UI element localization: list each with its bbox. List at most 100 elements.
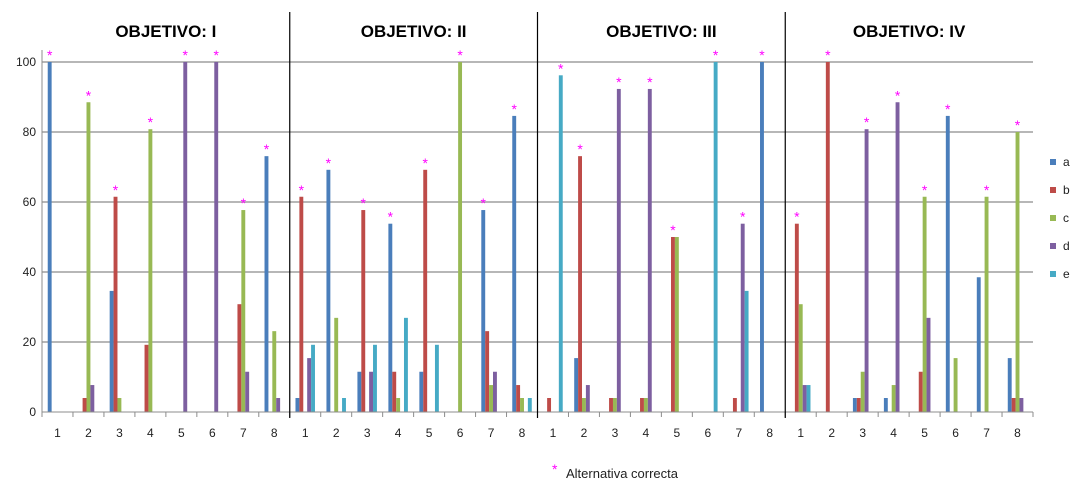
bar-a (419, 371, 424, 412)
footnote-star: * (552, 461, 558, 477)
bar-b (299, 196, 304, 412)
bar-b (918, 371, 923, 412)
correct-marker: * (984, 182, 990, 198)
panel-title: OBJETIVO: I (115, 22, 216, 41)
correct-marker: * (577, 141, 583, 157)
x-tick-label: 8 (1014, 426, 1021, 440)
bar-b (1011, 398, 1016, 412)
legend-swatch-b (1050, 187, 1056, 193)
bar-a (976, 277, 981, 412)
y-tick-label: 80 (23, 125, 37, 139)
bar-c (984, 196, 989, 412)
bar-a (326, 169, 331, 412)
bar-c (117, 398, 122, 412)
bar-a (574, 358, 579, 412)
bar-c (953, 358, 958, 412)
bar-d (493, 371, 497, 412)
x-tick-label: 1 (54, 426, 61, 440)
correct-marker: * (388, 209, 394, 225)
footnote-text: Alternativa correcta (566, 466, 679, 481)
bar-c (643, 398, 648, 412)
bar-e (527, 398, 532, 412)
bar-b (516, 385, 521, 412)
x-tick-label: 4 (147, 426, 154, 440)
x-tick-label: 5 (178, 426, 185, 440)
x-tick-label: 3 (859, 426, 866, 440)
correct-marker: * (264, 141, 270, 157)
bar-e (713, 62, 718, 412)
bar-d (369, 371, 374, 412)
correct-marker: * (86, 87, 92, 103)
bar-b (361, 210, 366, 412)
x-tick-label: 7 (488, 426, 495, 440)
legend-swatch-d (1050, 243, 1056, 249)
bar-e (744, 290, 749, 412)
x-tick-label: 2 (828, 426, 835, 440)
x-tick-label: 4 (890, 426, 897, 440)
bar-b (144, 344, 149, 412)
bar-d (183, 62, 188, 412)
x-tick-label: 7 (240, 426, 247, 440)
x-tick-label: 3 (364, 426, 371, 440)
correct-marker: * (361, 195, 367, 211)
legend-label-a: a (1063, 155, 1070, 169)
bar-c (582, 398, 586, 412)
correct-marker: * (647, 74, 653, 90)
correct-marker: * (326, 155, 332, 171)
correct-marker: * (895, 87, 901, 103)
y-tick-label: 40 (23, 265, 37, 279)
legend-swatch-e (1050, 271, 1056, 277)
bar-a (264, 156, 269, 412)
bar-d (895, 102, 900, 412)
x-tick-label: 2 (581, 426, 588, 440)
bar-c (458, 62, 463, 412)
bar-c (396, 398, 401, 412)
bar-b (392, 371, 397, 412)
correct-answer-markers: * * * * * * * * * * * * * * * * * * * * * * * * * * * * * * * * (47, 47, 1021, 238)
bar-b (825, 62, 830, 412)
correct-marker: * (148, 114, 154, 130)
bar-a (945, 115, 950, 413)
x-tick-label: 1 (550, 426, 557, 440)
correct-marker: * (241, 195, 247, 211)
correct-marker: * (47, 47, 53, 63)
x-tick-label: 8 (519, 426, 526, 440)
x-tick-label: 6 (209, 426, 216, 440)
bar-a (1007, 358, 1012, 412)
bar-e (342, 398, 346, 412)
bar-b (671, 237, 675, 412)
legend-label-b: b (1063, 183, 1070, 197)
bar-d (1019, 398, 1024, 412)
bar-c (674, 237, 679, 412)
x-tick-label: 6 (704, 426, 711, 440)
bar-a (357, 371, 362, 412)
bar-a (760, 62, 764, 412)
x-tick-label: 7 (983, 426, 990, 440)
bar-c (922, 196, 927, 412)
bar-c (241, 210, 246, 412)
correct-marker: * (794, 209, 800, 225)
bar-b (856, 398, 861, 412)
x-tick-label: 7 (735, 426, 742, 440)
legend-label-c: c (1063, 211, 1069, 225)
y-tick-label: 0 (29, 405, 36, 419)
x-tick-label: 2 (85, 426, 92, 440)
bar-b (640, 398, 644, 412)
y-tick-label: 60 (23, 195, 37, 209)
correct-marker: * (616, 74, 622, 90)
bar-a (295, 398, 300, 412)
bar-b (547, 398, 552, 412)
bar-c (1015, 132, 1020, 412)
panel-title: OBJETIVO: II (361, 22, 467, 41)
bar-b (82, 398, 87, 412)
bar-b (485, 331, 490, 412)
correct-marker: * (922, 182, 928, 198)
x-tick-label: 2 (333, 426, 340, 440)
x-tick-label: 3 (612, 426, 619, 440)
bar-c (612, 398, 617, 412)
bar-c (148, 129, 153, 412)
bar-a (481, 210, 486, 412)
bar-c (891, 385, 896, 412)
correct-marker: * (825, 47, 831, 63)
